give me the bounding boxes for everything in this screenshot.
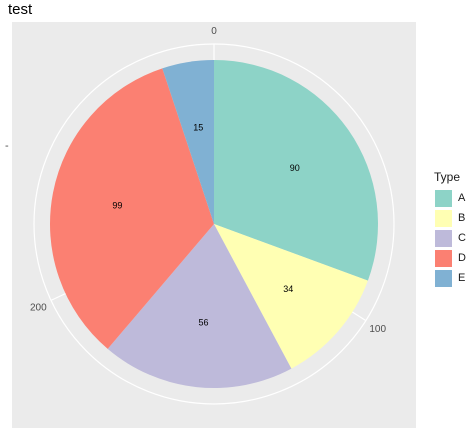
pie-slice-a	[214, 60, 378, 281]
legend-label: C	[458, 232, 466, 244]
data-label-e: 15	[193, 122, 203, 132]
legend-item-b: B	[434, 208, 466, 228]
legend-key-a	[435, 189, 452, 207]
legend-key-d	[435, 249, 452, 267]
legend-label: A	[458, 192, 466, 204]
data-label-c: 56	[198, 317, 208, 327]
legend-label: D	[458, 252, 466, 264]
legend-item-e: E	[434, 268, 466, 288]
pie-slice-e	[162, 60, 214, 224]
theta-tick-label: 0	[211, 26, 217, 37]
legend-item-d: D	[434, 248, 466, 268]
legend-label: E	[458, 272, 466, 284]
chart-title: test	[8, 1, 33, 18]
pie-slice-c	[107, 224, 292, 389]
legend-item-c: C	[434, 228, 466, 248]
theta-tick-label: 200	[30, 302, 47, 313]
legend-key-b	[435, 209, 452, 227]
pie-slice-b	[214, 224, 368, 369]
legend-key-e	[435, 269, 452, 287]
legend-key-c	[435, 229, 452, 247]
legend-item-a: A	[434, 188, 466, 208]
pie-slice-d	[50, 68, 214, 349]
data-label-b: 34	[283, 284, 293, 294]
legend-title: Type	[434, 170, 461, 184]
theta-tick-label: 100	[369, 324, 386, 335]
data-label-a: 90	[290, 163, 300, 173]
data-label-d: 99	[112, 201, 122, 211]
y-axis-tick-label: -	[5, 140, 9, 152]
legend-label: B	[458, 212, 466, 224]
